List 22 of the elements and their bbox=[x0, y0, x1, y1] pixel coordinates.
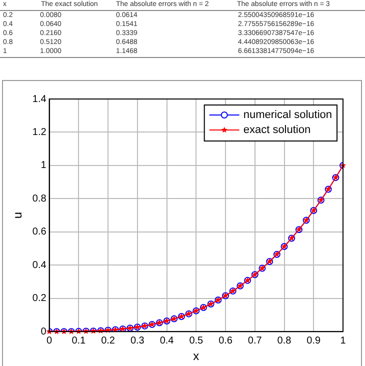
y-tick-label: 0.8 bbox=[32, 193, 47, 204]
y-tick-label: 0 bbox=[40, 326, 47, 338]
x-tick-label: 0.1 bbox=[72, 335, 86, 346]
y-tick-label: 1.2 bbox=[32, 126, 47, 138]
y-tick-label: 0.2 bbox=[32, 293, 47, 304]
x-axis-title: x bbox=[193, 349, 200, 364]
y-tick-label: 0.4 bbox=[32, 260, 47, 271]
x-tick-label: 0.3 bbox=[130, 335, 145, 346]
legend-label: numerical solution bbox=[243, 109, 332, 122]
y-axis-title: u bbox=[10, 212, 25, 219]
x-tick-label: 0.4 bbox=[160, 335, 174, 346]
y-tick-label: 1.4 bbox=[32, 94, 47, 105]
y-tick-label: 1 bbox=[40, 160, 47, 172]
x-tick-label: 0.9 bbox=[306, 335, 322, 346]
x-tick-label: 1 bbox=[340, 335, 346, 346]
x-tick-label: 0.5 bbox=[189, 335, 204, 346]
x-tick-label: 0.8 bbox=[277, 335, 292, 346]
legend-label: exact solution bbox=[243, 124, 311, 136]
y-tick-label: 0.6 bbox=[32, 226, 47, 238]
x-tick-label: 0.6 bbox=[218, 335, 233, 346]
x-tick-label: 0.2 bbox=[101, 335, 116, 346]
x-tick-label: 0.7 bbox=[248, 335, 262, 346]
